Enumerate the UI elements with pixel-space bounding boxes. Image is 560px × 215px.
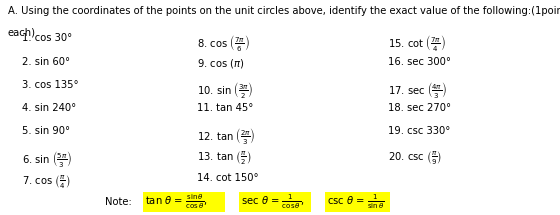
Text: 19. csc 330°: 19. csc 330° — [388, 126, 450, 136]
FancyBboxPatch shape — [325, 192, 390, 212]
Text: 8. cos $\left(\frac{7\pi}{6}\right)$: 8. cos $\left(\frac{7\pi}{6}\right)$ — [197, 33, 250, 53]
Text: 20. csc $\left(\frac{\pi}{9}\right)$: 20. csc $\left(\frac{\pi}{9}\right)$ — [388, 149, 442, 166]
FancyBboxPatch shape — [239, 192, 311, 212]
Text: csc $\theta$ = $\frac{1}{\sin\theta}$: csc $\theta$ = $\frac{1}{\sin\theta}$ — [327, 193, 385, 211]
FancyBboxPatch shape — [143, 192, 225, 212]
Text: 13. tan $\left(\frac{\pi}{2}\right)$: 13. tan $\left(\frac{\pi}{2}\right)$ — [197, 149, 251, 166]
Text: 11. tan 45°: 11. tan 45° — [197, 103, 253, 113]
Text: 10. sin $\left(\frac{3\pi}{2}\right)$: 10. sin $\left(\frac{3\pi}{2}\right)$ — [197, 80, 254, 100]
Text: 18. sec 270°: 18. sec 270° — [388, 103, 451, 113]
Text: 17. sec $\left(\frac{4\pi}{3}\right)$: 17. sec $\left(\frac{4\pi}{3}\right)$ — [388, 80, 447, 100]
Text: 9. cos $(\pi)$: 9. cos $(\pi)$ — [197, 57, 245, 69]
Text: 7. cos $\left(\frac{\pi}{4}\right)$: 7. cos $\left(\frac{\pi}{4}\right)$ — [22, 173, 71, 190]
Text: 15. cot $\left(\frac{7\pi}{4}\right)$: 15. cot $\left(\frac{7\pi}{4}\right)$ — [388, 33, 446, 53]
Text: A. Using the coordinates of the points on the unit circles above, identify the e: A. Using the coordinates of the points o… — [8, 6, 560, 17]
Text: 16. sec 300°: 16. sec 300° — [388, 57, 451, 67]
Text: Note:: Note: — [105, 197, 132, 207]
Text: 2. sin 60°: 2. sin 60° — [22, 57, 70, 67]
Text: 5. sin 90°: 5. sin 90° — [22, 126, 70, 136]
Text: 1. cos 30°: 1. cos 30° — [22, 33, 72, 43]
Text: 14. cot 150°: 14. cot 150° — [197, 173, 259, 183]
Text: 4. sin 240°: 4. sin 240° — [22, 103, 76, 113]
Text: each): each) — [8, 28, 36, 38]
Text: sec $\theta$ = $\frac{1}{\cos\theta}$,: sec $\theta$ = $\frac{1}{\cos\theta}$, — [241, 193, 305, 211]
Text: 6. sin $\left(\frac{5\pi}{3}\right)$: 6. sin $\left(\frac{5\pi}{3}\right)$ — [22, 149, 72, 169]
Text: tan $\theta$ = $\frac{\sin\theta}{\cos\theta}$,: tan $\theta$ = $\frac{\sin\theta}{\cos\t… — [145, 193, 208, 211]
Text: 3. cos 135°: 3. cos 135° — [22, 80, 78, 90]
Text: 12. tan $\left(\frac{2\pi}{3}\right)$: 12. tan $\left(\frac{2\pi}{3}\right)$ — [197, 126, 255, 146]
